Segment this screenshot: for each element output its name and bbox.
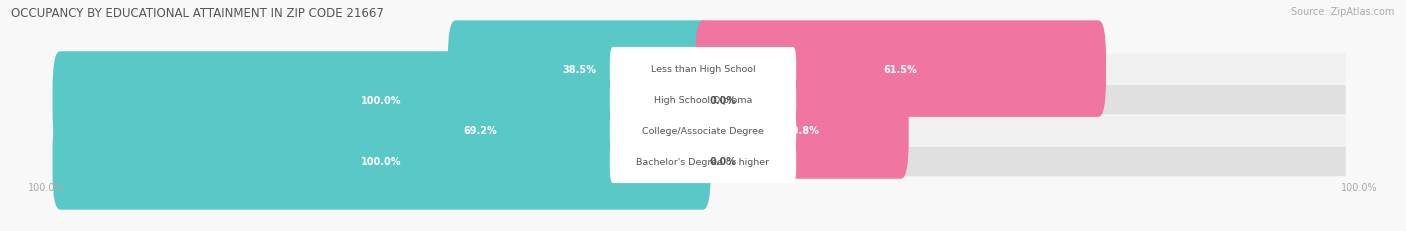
FancyBboxPatch shape xyxy=(60,85,1346,115)
FancyBboxPatch shape xyxy=(610,140,796,183)
FancyBboxPatch shape xyxy=(449,21,710,117)
Text: 30.8%: 30.8% xyxy=(785,126,818,136)
Text: 100.0%: 100.0% xyxy=(361,157,402,167)
Text: 100.0%: 100.0% xyxy=(1341,182,1378,192)
FancyBboxPatch shape xyxy=(60,55,1346,84)
FancyBboxPatch shape xyxy=(610,109,796,152)
Text: Less than High School: Less than High School xyxy=(651,65,755,74)
Text: OCCUPANCY BY EDUCATIONAL ATTAINMENT IN ZIP CODE 21667: OCCUPANCY BY EDUCATIONAL ATTAINMENT IN Z… xyxy=(11,7,384,20)
FancyBboxPatch shape xyxy=(52,52,710,148)
Text: 69.2%: 69.2% xyxy=(464,126,498,136)
Text: College/Associate Degree: College/Associate Degree xyxy=(643,126,763,135)
Text: Bachelor's Degree or higher: Bachelor's Degree or higher xyxy=(637,157,769,166)
FancyBboxPatch shape xyxy=(696,83,908,179)
Text: Source: ZipAtlas.com: Source: ZipAtlas.com xyxy=(1291,7,1395,17)
FancyBboxPatch shape xyxy=(250,83,710,179)
Text: 61.5%: 61.5% xyxy=(884,64,918,74)
FancyBboxPatch shape xyxy=(52,114,710,210)
Text: 38.5%: 38.5% xyxy=(562,64,596,74)
FancyBboxPatch shape xyxy=(60,147,1346,176)
Text: 0.0%: 0.0% xyxy=(710,95,737,105)
FancyBboxPatch shape xyxy=(610,79,796,122)
Text: 100.0%: 100.0% xyxy=(28,182,65,192)
FancyBboxPatch shape xyxy=(60,116,1346,146)
Text: 0.0%: 0.0% xyxy=(710,157,737,167)
FancyBboxPatch shape xyxy=(696,21,1107,117)
FancyBboxPatch shape xyxy=(610,48,796,91)
Text: 100.0%: 100.0% xyxy=(361,95,402,105)
Text: High School Diploma: High School Diploma xyxy=(654,96,752,105)
